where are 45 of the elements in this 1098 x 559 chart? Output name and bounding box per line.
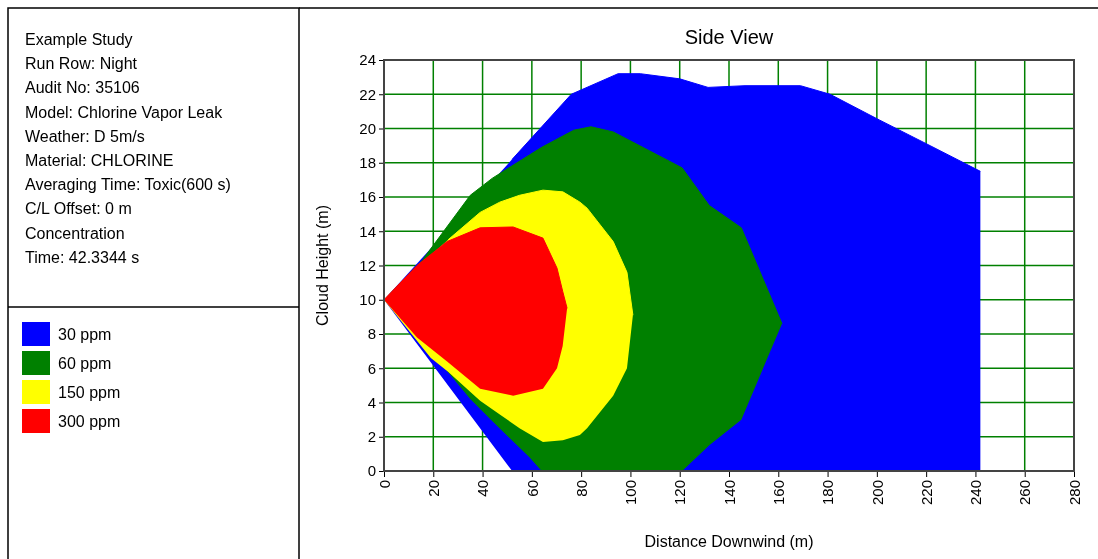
text: Model: Chlorine Vapor Leak [25, 103, 224, 121]
x-tick-label: 20 [425, 480, 443, 497]
text: Concentration [25, 224, 125, 242]
y-tick-label: 18 [359, 154, 376, 172]
y-tick-label: 22 [359, 85, 376, 103]
y-tick-label: 2 [367, 428, 376, 446]
y-tick-label: 16 [359, 188, 376, 206]
text: C/L Offset: 0 m [25, 200, 132, 218]
x-axis-title: Distance Downwind (m) [644, 533, 814, 550]
x-tick-label: 140 [720, 480, 738, 506]
y-tick-label: 24 [359, 51, 376, 69]
text: Time: 42.3344 s [25, 248, 140, 266]
legend-label: 30 ppm [58, 326, 112, 343]
x-tick-label: 0 [375, 480, 393, 489]
x-tick-label: 80 [572, 480, 590, 497]
legend-label: 150 ppm [58, 384, 121, 401]
text: Averaging Time: Toxic(600 s) [25, 176, 231, 194]
y-axis-title: Cloud Height (m) [314, 205, 331, 326]
y-tick-label: 14 [359, 222, 376, 240]
x-tick-label: 100 [622, 480, 640, 506]
x-tick-label: 180 [819, 480, 837, 506]
y-tick-label: 6 [367, 359, 376, 377]
text: Example Study [25, 31, 133, 48]
text: Material: CHLORINE [25, 152, 174, 169]
text: Run Row: Night [25, 55, 138, 73]
y-tick-label: 8 [367, 325, 376, 343]
text: Audit No: 35106 [25, 79, 140, 97]
x-tick-label: 60 [523, 480, 541, 497]
x-tick-label: 120 [671, 480, 689, 506]
x-tick-label: 260 [1016, 480, 1034, 506]
y-tick-label: 4 [367, 393, 376, 411]
x-tick-label: 280 [1065, 480, 1083, 506]
y-tick-label: 10 [359, 291, 376, 309]
x-tick-label: 160 [770, 480, 788, 506]
text: Weather: D 5m/s [25, 127, 145, 145]
x-tick-label: 240 [967, 480, 985, 506]
legend-label: 60 ppm [58, 355, 112, 372]
x-tick-label: 200 [868, 480, 886, 506]
x-tick-label: 40 [474, 480, 492, 497]
legend-label: 300 ppm [58, 413, 121, 430]
y-tick-label: 12 [359, 256, 376, 274]
y-tick-label: 0 [367, 462, 376, 480]
x-tick-label: 220 [917, 480, 935, 506]
chart-title: Side View [684, 26, 774, 48]
y-tick-label: 20 [359, 119, 376, 137]
